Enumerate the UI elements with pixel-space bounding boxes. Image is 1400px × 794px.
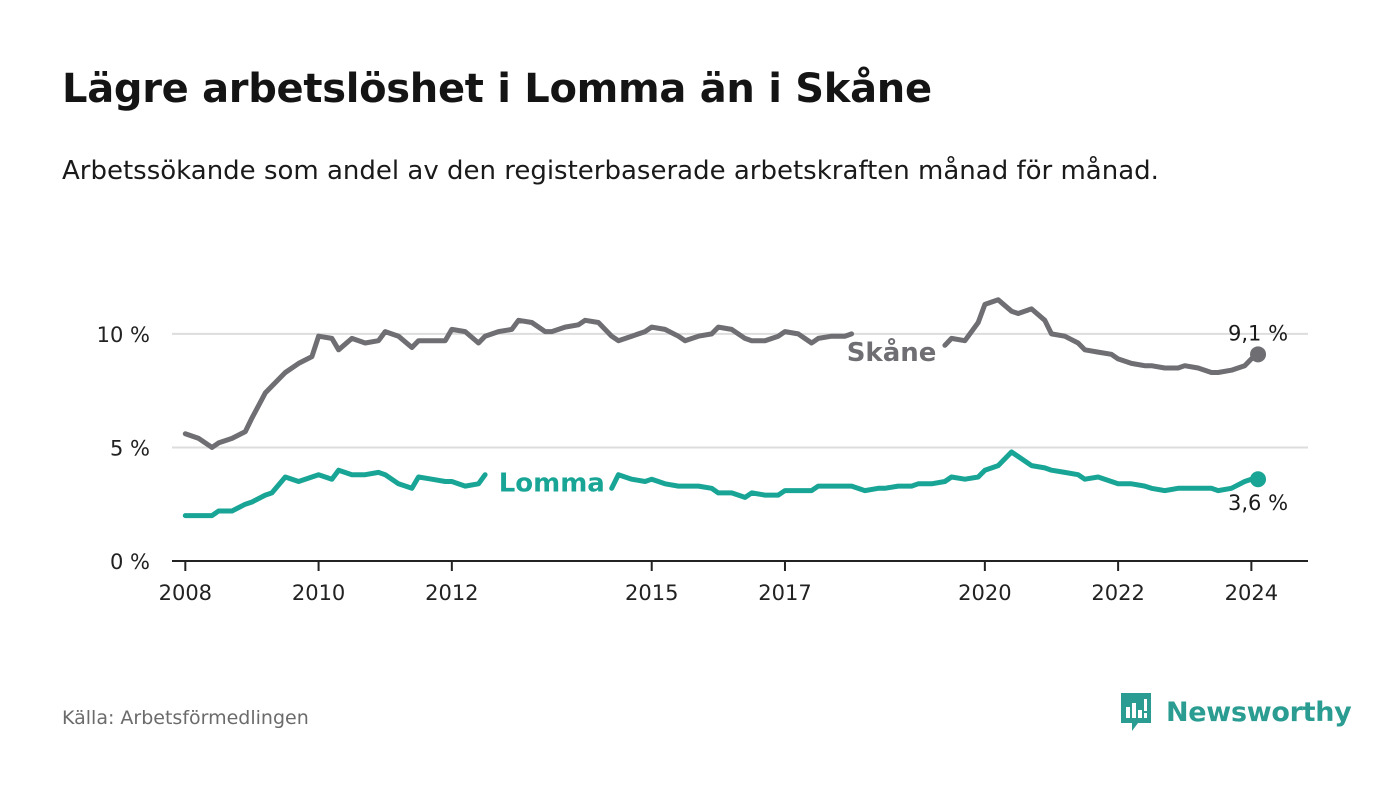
x-tick-label: 2017	[758, 581, 811, 605]
x-tick-label: 2020	[958, 581, 1011, 605]
y-tick-label: 0 %	[110, 550, 150, 574]
series-label-lomma: Lomma	[499, 469, 605, 499]
series-line-skåne	[942, 297, 1261, 375]
series-line-skåne	[182, 317, 855, 450]
chart-subtitle: Arbetssökande som andel av den registerb…	[62, 156, 1159, 186]
x-tick-label: 2022	[1091, 581, 1144, 605]
brand-name: Newsworthy	[1166, 696, 1352, 728]
end-value-label-skåne: 9,1 %	[1228, 321, 1288, 345]
x-tick-label: 2012	[425, 581, 478, 605]
series-line-lomma	[609, 449, 1261, 500]
x-tick-label: 2015	[625, 581, 678, 605]
end-point-skåne	[1250, 346, 1267, 363]
series-layer	[182, 297, 1267, 519]
newsworthy-logo[interactable]: Newsworthy	[1118, 690, 1352, 734]
y-tick-label: 5 %	[110, 436, 150, 460]
label-layer: 9,1 % Skåne 3,6 % Lomma	[499, 321, 1288, 515]
y-tick-label: 10 %	[97, 323, 150, 347]
series-line-lomma	[182, 467, 488, 519]
newsworthy-logo-icon	[1121, 693, 1151, 731]
axis-layer: 0 % 5 % 10 % 2008 2010 2012 2015 2017 2020 2022 20…	[97, 323, 1308, 605]
end-value-label-lomma: 3,6 %	[1228, 491, 1288, 515]
series-label-skåne: Skåne	[847, 336, 937, 368]
grid-layer	[172, 332, 1308, 449]
source-note: Källa: Arbetsförmedlingen	[62, 707, 309, 729]
x-tick-label: 2024	[1225, 581, 1278, 605]
x-tick-label: 2008	[159, 581, 212, 605]
chart-title: Lägre arbetslöshet i Lomma än i Skåne	[62, 66, 932, 112]
x-tick-label: 2010	[292, 581, 345, 605]
end-point-lomma	[1250, 471, 1267, 488]
